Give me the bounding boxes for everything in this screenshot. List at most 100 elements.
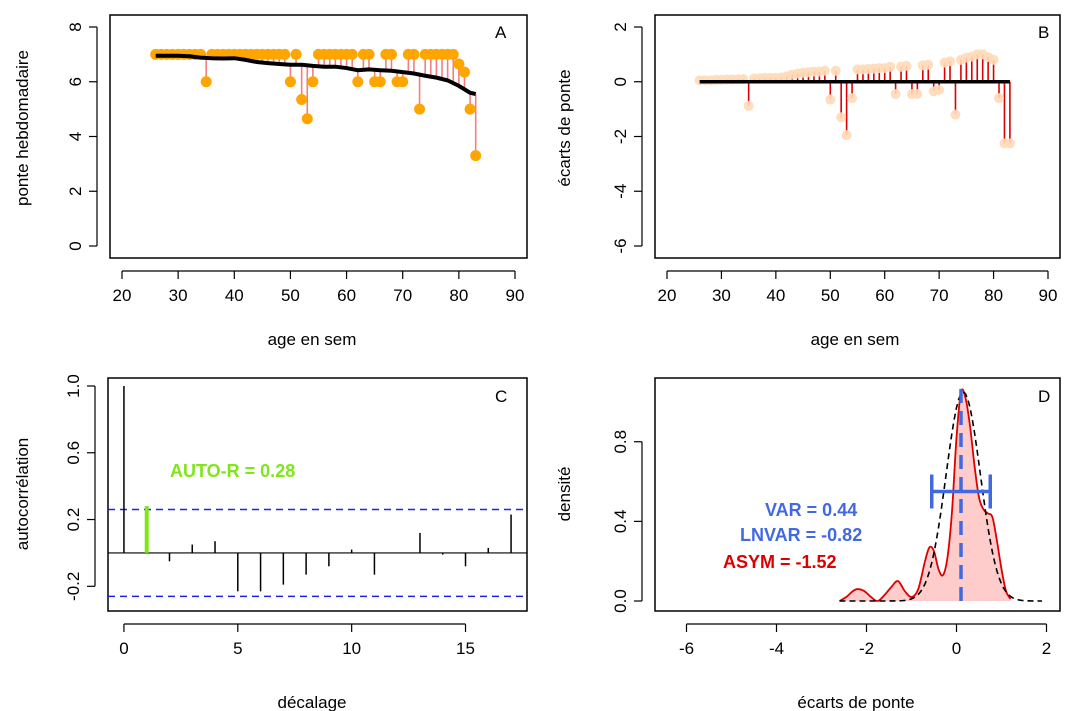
- panel-a: A age en sem ponte hebdomadaire 20 30 40 50…: [13, 14, 528, 349]
- normal-curve: [839, 390, 1043, 602]
- panel-c-letter: C: [495, 387, 507, 406]
- deviation-point: [912, 89, 923, 100]
- x-tick-label: 60: [337, 286, 356, 305]
- deviation-point: [847, 93, 858, 104]
- panel-a-ylabel: ponte hebdomadaire: [13, 50, 32, 206]
- y-tick-label: 0.0: [611, 589, 630, 613]
- data-point: [458, 66, 470, 78]
- data-point: [200, 76, 212, 88]
- panel-a-letter: A: [495, 23, 507, 42]
- panel-d: D écarts de ponte densité VAR = 0.44 LNV…: [555, 377, 1061, 711]
- y-tick-label: 2: [611, 22, 630, 31]
- x-tick-label: -6: [679, 639, 694, 658]
- panel-a-frame: [109, 14, 528, 259]
- deviation-point: [830, 65, 841, 76]
- y-tick-label: 4: [66, 132, 85, 141]
- x-tick-label: -4: [769, 639, 784, 658]
- deviation-point: [743, 100, 754, 111]
- data-point: [284, 76, 296, 88]
- x-tick-label: 2: [1042, 639, 1051, 658]
- deviation-point: [994, 93, 1005, 104]
- auto-r-annotation: AUTO-R = 0.28: [170, 461, 295, 481]
- x-tick-label: 0: [119, 639, 128, 658]
- x-tick-label: 15: [456, 639, 475, 658]
- panel-d-letter: D: [1038, 387, 1050, 406]
- density-curve: [839, 388, 1012, 602]
- x-tick-label: 40: [766, 286, 785, 305]
- x-tick-label: 40: [225, 286, 244, 305]
- x-tick-label: -2: [859, 639, 874, 658]
- x-tick-label: 30: [712, 286, 731, 305]
- data-point: [346, 48, 358, 60]
- data-point: [290, 48, 302, 60]
- data-point: [408, 48, 420, 60]
- lnvar-annotation: LNVAR = -0.82: [740, 525, 862, 545]
- panel-d-ylabel: densité: [555, 467, 574, 522]
- trend-line: [155, 53, 477, 97]
- panel-d-xlabel: écarts de ponte: [797, 693, 914, 711]
- x-tick-label: 0: [952, 639, 961, 658]
- deviation-point: [923, 59, 934, 70]
- data-point: [447, 48, 459, 60]
- panel-b-frame: [654, 14, 1061, 259]
- panel-c: C décalage autocorrélation AUTO-R = 0.28…: [13, 374, 528, 711]
- deviation-point: [901, 60, 912, 71]
- y-tick-label: 0.6: [64, 441, 83, 465]
- data-point: [279, 48, 291, 60]
- x-tick-label: 50: [281, 286, 300, 305]
- panel-c-xlabel: décalage: [277, 693, 346, 711]
- deviation-point: [885, 61, 896, 72]
- panel-d-frame: [654, 377, 1061, 612]
- x-tick-label: 10: [342, 639, 361, 658]
- data-point: [470, 150, 482, 162]
- y-tick-label: -4: [611, 184, 630, 199]
- data-point: [453, 58, 465, 70]
- deviation-point: [825, 94, 836, 105]
- x-tick-label: 90: [1039, 286, 1058, 305]
- y-tick-label: 0.2: [64, 508, 83, 532]
- density-area: [839, 389, 1011, 602]
- deviation-point: [819, 65, 830, 76]
- panel-c-ylabel: autocorrélation: [13, 438, 32, 550]
- x-tick-label: 90: [506, 286, 525, 305]
- data-point: [374, 76, 386, 88]
- x-tick-label: 70: [393, 286, 412, 305]
- data-point: [414, 103, 426, 115]
- panel-a-xlabel: age en sem: [268, 330, 357, 349]
- x-tick-label: 80: [449, 286, 468, 305]
- x-tick-label: 50: [821, 286, 840, 305]
- x-tick-label: 30: [169, 286, 188, 305]
- var-annotation: VAR = 0.44: [765, 500, 857, 520]
- deviation-point: [988, 54, 999, 65]
- panel-b-ylabel: écarts de ponte: [555, 69, 574, 186]
- data-point: [352, 76, 364, 88]
- y-tick-label: 0.8: [611, 430, 630, 454]
- y-tick-label: 0: [611, 77, 630, 86]
- deviation-point: [1004, 138, 1015, 149]
- y-tick-label: 0: [66, 241, 85, 250]
- deviation-point: [945, 56, 956, 67]
- data-point: [397, 76, 409, 88]
- x-tick-label: 20: [113, 286, 132, 305]
- data-point: [385, 48, 397, 60]
- deviation-point: [890, 89, 901, 100]
- x-tick-label: 70: [930, 286, 949, 305]
- panel-b-letter: B: [1038, 23, 1049, 42]
- deviation-point: [836, 112, 847, 123]
- deviation-point: [841, 130, 852, 141]
- x-tick-label: 80: [984, 286, 1003, 305]
- data-point: [296, 94, 308, 106]
- asym-annotation: ASYM = -1.52: [723, 552, 837, 572]
- panel-b-xlabel: age en sem: [811, 330, 900, 349]
- panel-b: B age en sem écarts de ponte 20 30 40 50 60 7…: [555, 14, 1061, 349]
- y-tick-label: 8: [66, 22, 85, 31]
- x-tick-label: 60: [875, 286, 894, 305]
- deviation-point: [950, 109, 961, 120]
- x-tick-label: 5: [233, 639, 242, 658]
- y-tick-label: -6: [611, 238, 630, 253]
- y-tick-label: 0.4: [611, 510, 630, 534]
- deviation-point: [934, 84, 945, 95]
- y-tick-label: 2: [66, 187, 85, 196]
- data-point: [301, 113, 313, 125]
